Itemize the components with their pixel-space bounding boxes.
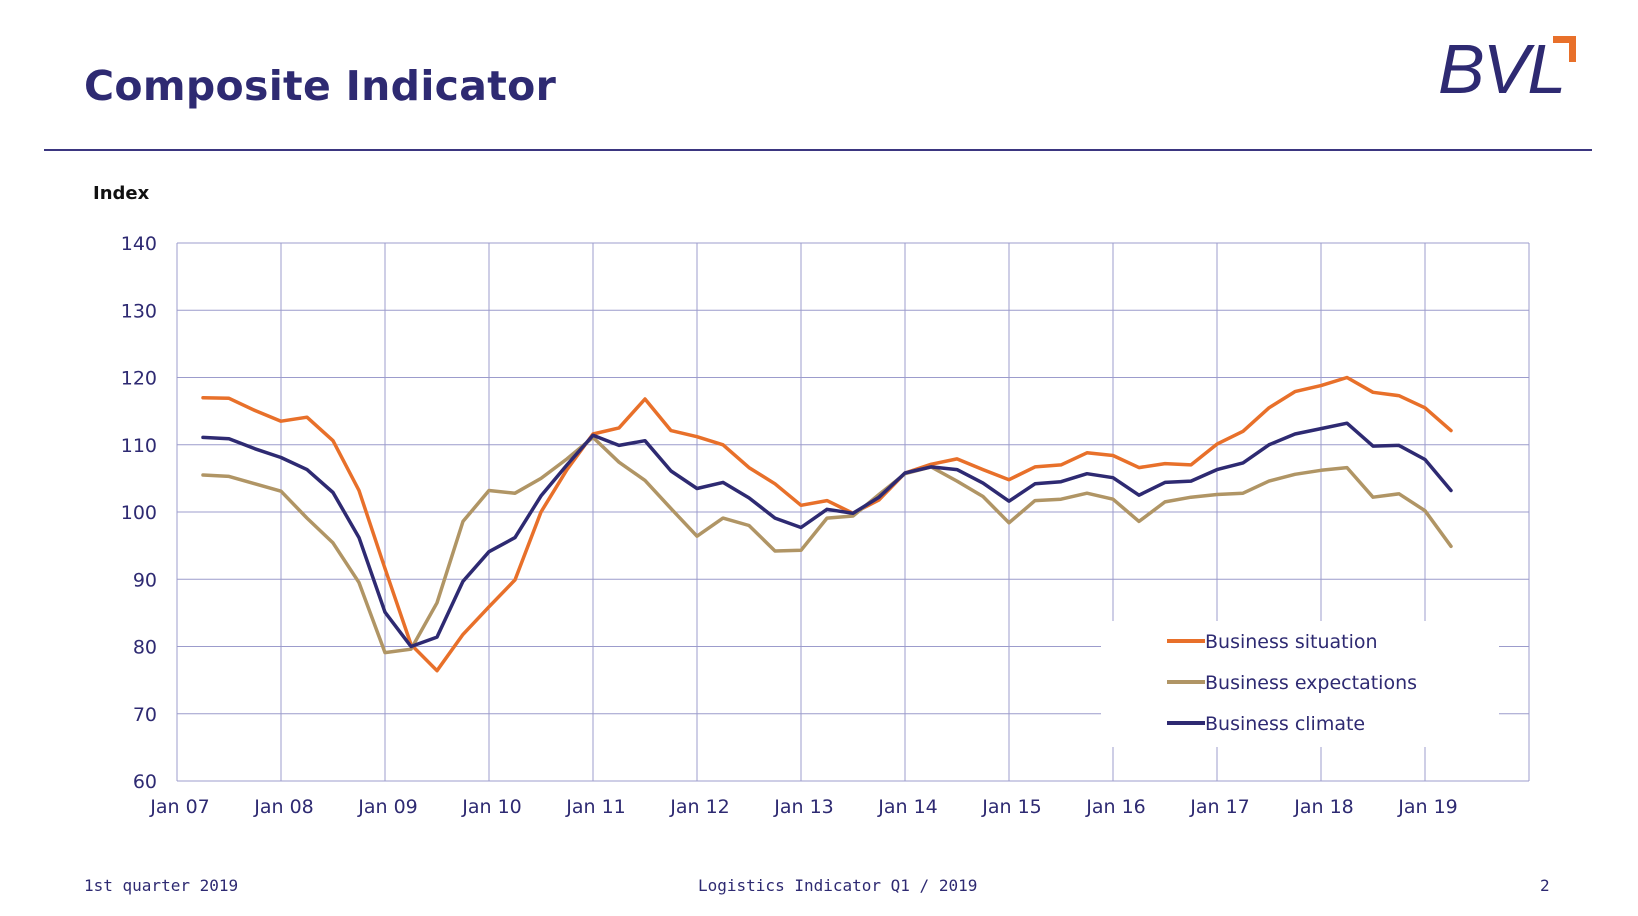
footer-report-title: Logistics Indicator Q1 / 2019 (698, 876, 978, 895)
y-tick-label: 120 (121, 368, 157, 390)
y-tick-label: 140 (121, 233, 157, 255)
logo-wordmark: BVL (1438, 30, 1566, 108)
legend-label: Business expectations (1205, 672, 1417, 694)
x-tick-label: Jan 19 (1397, 796, 1458, 818)
x-tick-label: Jan 09 (357, 796, 418, 818)
x-tick-label: Jan 17 (1189, 796, 1250, 818)
series-line-business-expectations (201, 435, 1453, 655)
page-title: Composite Indicator (84, 62, 557, 110)
x-tick-label: Jan 16 (1085, 796, 1146, 818)
x-tick-label: Jan 08 (253, 796, 314, 818)
x-tick-label: Jan 15 (981, 796, 1042, 818)
footer-quarter: 1st quarter 2019 (84, 876, 239, 895)
y-tick-label: 110 (121, 435, 157, 457)
y-tick-label: 130 (121, 300, 157, 322)
y-tick-label: 70 (133, 704, 157, 726)
y-tick-label: 90 (133, 569, 157, 591)
y-tick-label: 60 (133, 771, 157, 793)
y-tick-label: 100 (121, 502, 157, 524)
series-line-business-climate (201, 421, 1453, 649)
y-axis-title: Index (93, 183, 150, 204)
x-tick-label: Jan 07 (149, 796, 210, 818)
x-tick-label: Jan 10 (461, 796, 522, 818)
y-tick-label: 80 (133, 637, 157, 659)
x-tick-label: Jan 14 (877, 796, 938, 818)
logo-accent-icon (1553, 36, 1576, 62)
x-tick-label: Jan 11 (565, 796, 626, 818)
page-number: 2 (1540, 876, 1550, 895)
composite-indicator-chart: 60 70 80 90 100 110 120 130 140 Jan 07 Jan 08 Jan 0… (93, 183, 1530, 818)
bvl-logo: BVL (1438, 30, 1588, 110)
legend-label: Business situation (1205, 631, 1378, 653)
legend-label: Business climate (1205, 713, 1365, 735)
x-tick-label: Jan 12 (669, 796, 730, 818)
header-divider (44, 149, 1592, 151)
x-tick-label: Jan 18 (1293, 796, 1354, 818)
x-tick-label: Jan 13 (773, 796, 834, 818)
